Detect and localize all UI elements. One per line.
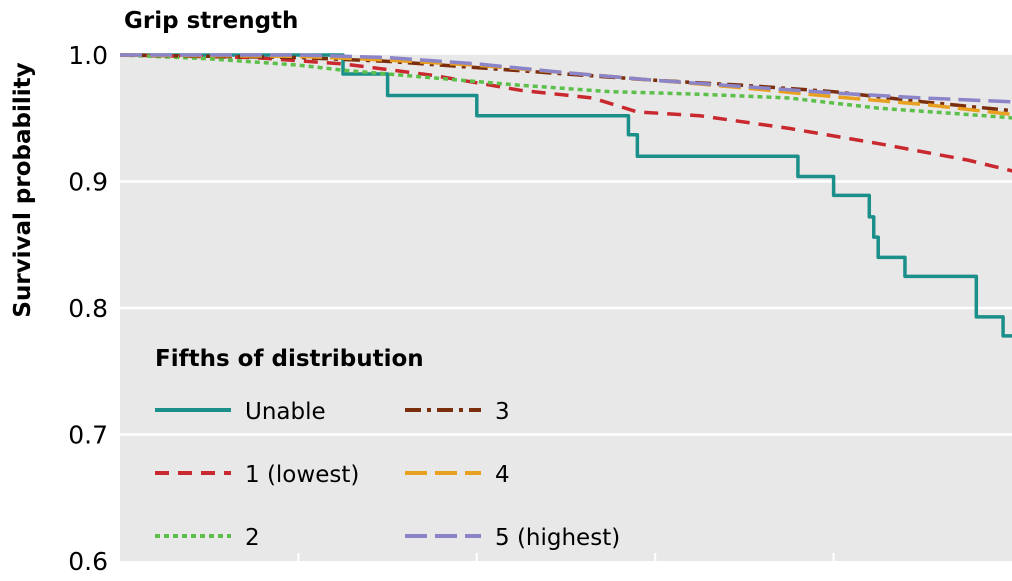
legend-label-2: 2 <box>245 525 260 551</box>
legend-label-1: 1 (lowest) <box>245 462 359 488</box>
series-line-3 <box>119 53 1012 113</box>
chart-title: Grip strength <box>124 8 298 34</box>
series-lines <box>119 53 1012 338</box>
y-tick-label-3: 0.9 <box>68 168 108 197</box>
legend-label-3: 3 <box>495 399 510 425</box>
legend-label-0: Unable <box>245 399 326 425</box>
y-tick-label-4: 1.0 <box>68 41 108 70</box>
legend: Fifths of distribution Unable 1 (lowest) 2… <box>155 346 620 551</box>
y-axis-tick-labels: 0.6 0.7 0.8 0.9 1.0 <box>68 41 108 576</box>
y-tick-label-0: 0.6 <box>68 547 108 576</box>
gridlines <box>120 180 1012 436</box>
legend-label-5: 5 (highest) <box>495 525 620 551</box>
y-tick-label-2: 0.8 <box>68 294 108 323</box>
series-line-0 <box>120 53 1012 338</box>
legend-title: Fifths of distribution <box>155 346 424 372</box>
series-line-1 <box>119 53 1012 173</box>
y-axis-label: Survival probability <box>10 62 36 317</box>
legend-label-4: 4 <box>495 462 510 488</box>
y-tick-label-1: 0.7 <box>68 421 108 450</box>
x-axis-ticks <box>297 553 835 561</box>
series-line-2 <box>119 53 1012 120</box>
